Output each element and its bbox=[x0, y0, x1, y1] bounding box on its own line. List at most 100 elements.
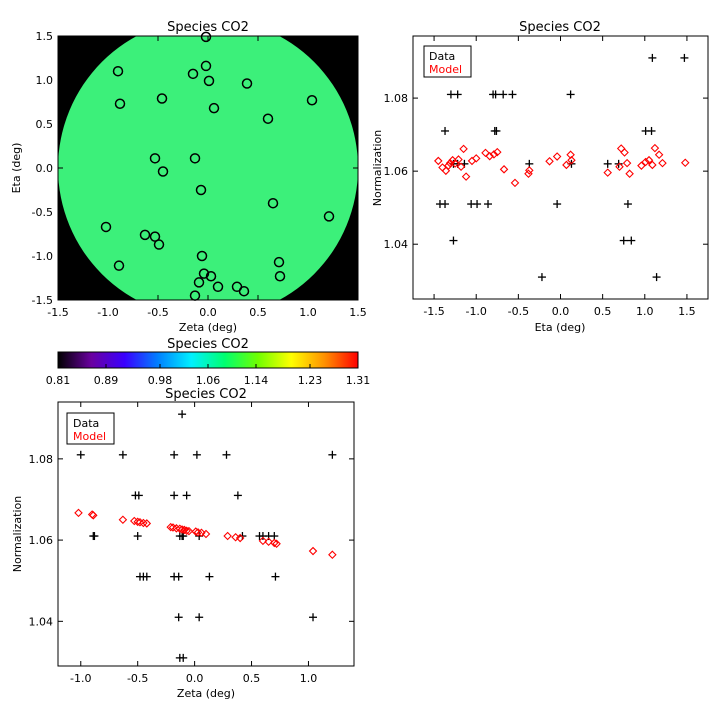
data-point bbox=[170, 491, 179, 500]
x-tick-label: -0.5 bbox=[127, 672, 148, 685]
data-point bbox=[174, 613, 183, 622]
x-tick-label: -1.5 bbox=[47, 306, 68, 319]
model-point bbox=[459, 144, 468, 154]
eta-legend-data: Data bbox=[429, 50, 455, 63]
map-x-axis: -1.5 -1.0 -0.5 0.0 0.5 1.0 1.5 bbox=[47, 36, 367, 319]
zeta-points bbox=[74, 410, 337, 662]
data-point bbox=[453, 90, 462, 99]
map-point bbox=[274, 270, 286, 282]
model-point bbox=[562, 160, 571, 170]
x-tick-label: 1.0 bbox=[299, 306, 317, 319]
eta-legend-model: Model bbox=[429, 63, 462, 76]
model-point bbox=[680, 158, 690, 168]
map-point bbox=[149, 231, 161, 242]
map-point bbox=[187, 68, 199, 80]
model-point bbox=[567, 155, 576, 165]
colorbar-tick-label: 1.23 bbox=[298, 374, 323, 387]
zeta-panel: Species CO2 -1.0 -0.5 0.0 0.5 1.0 1.041.061.… bbox=[11, 387, 355, 700]
model-point bbox=[223, 531, 232, 541]
map-point bbox=[149, 153, 161, 164]
data-point bbox=[178, 410, 187, 419]
data-point bbox=[205, 572, 214, 581]
colorbar-tick-label: 1.06 bbox=[196, 374, 221, 387]
zeta-x-label: Zeta (deg) bbox=[177, 687, 235, 700]
model-point bbox=[615, 162, 624, 172]
model-point bbox=[235, 533, 245, 543]
model-point bbox=[637, 161, 646, 170]
model-point bbox=[139, 518, 148, 528]
model-point bbox=[658, 158, 667, 168]
colorbar-tick-label: 1.14 bbox=[244, 374, 269, 387]
model-point bbox=[172, 524, 181, 533]
data-point bbox=[179, 532, 188, 541]
y-tick-label: 1.08 bbox=[384, 92, 409, 105]
map-point bbox=[189, 153, 201, 164]
y-tick-label: 1.0 bbox=[36, 74, 54, 87]
model-point bbox=[456, 162, 466, 172]
map-panel: Species CO2 -1.5 -1.0 -0.5 0.0 0.5 1.0 1.5 -1.… bbox=[10, 20, 367, 334]
model-point bbox=[485, 151, 494, 161]
x-tick-label: -1.0 bbox=[97, 306, 118, 319]
data-point bbox=[134, 491, 143, 500]
zeta-y-label: Normalization bbox=[11, 496, 24, 572]
map-point bbox=[212, 281, 224, 293]
model-point bbox=[175, 524, 185, 533]
x-tick-label: -1.0 bbox=[465, 305, 486, 318]
model-point bbox=[308, 546, 318, 556]
x-tick-label: 1.5 bbox=[349, 306, 367, 319]
model-point bbox=[603, 168, 612, 177]
data-point bbox=[492, 126, 501, 135]
model-point bbox=[545, 157, 554, 166]
data-point bbox=[603, 159, 612, 168]
data-point bbox=[508, 90, 517, 99]
map-point bbox=[262, 113, 274, 124]
data-point bbox=[484, 200, 493, 209]
data-point bbox=[619, 236, 628, 245]
eta-x-axis: -1.5 -1.0 -0.5 0.0 0.5 1.0 1.5 bbox=[423, 36, 696, 318]
model-point bbox=[197, 528, 206, 538]
data-point bbox=[309, 613, 318, 622]
map-point bbox=[205, 270, 217, 282]
y-tick-label: 1.08 bbox=[29, 453, 54, 466]
data-point bbox=[174, 572, 183, 581]
data-point bbox=[233, 491, 242, 500]
x-tick-label: 1.0 bbox=[636, 305, 654, 318]
data-point bbox=[537, 273, 546, 282]
zeta-legend-box bbox=[66, 412, 115, 445]
map-point bbox=[238, 285, 250, 297]
map-point bbox=[196, 250, 208, 262]
model-point bbox=[184, 526, 194, 536]
model-point bbox=[620, 148, 629, 157]
y-tick-label: 0.0 bbox=[36, 162, 54, 175]
map-point bbox=[195, 184, 207, 196]
map-point bbox=[208, 102, 220, 114]
map-points bbox=[100, 31, 335, 301]
model-point bbox=[644, 155, 654, 165]
model-point bbox=[201, 529, 211, 539]
colorbar-tick-label: 1.31 bbox=[346, 374, 371, 387]
model-point bbox=[454, 155, 463, 164]
zeta-title: Species CO2 bbox=[165, 387, 247, 402]
data-point bbox=[491, 90, 500, 99]
model-point bbox=[622, 158, 632, 168]
model-point bbox=[510, 178, 520, 188]
data-point bbox=[473, 200, 482, 209]
map-disk bbox=[58, 36, 358, 300]
colorbar-tick-label: 0.98 bbox=[148, 374, 173, 387]
map-point bbox=[200, 31, 212, 43]
data-point bbox=[449, 236, 458, 245]
data-point bbox=[648, 53, 657, 62]
data-point bbox=[652, 273, 661, 282]
model-point bbox=[270, 538, 279, 548]
data-point bbox=[133, 532, 142, 541]
model-point bbox=[177, 525, 187, 534]
map-point bbox=[203, 75, 215, 87]
model-point bbox=[193, 528, 203, 537]
map-point bbox=[153, 239, 165, 250]
map-point bbox=[306, 94, 318, 106]
zeta-legend-data: Data bbox=[73, 417, 99, 430]
map-title: Species CO2 bbox=[167, 20, 249, 35]
data-point bbox=[441, 200, 450, 209]
y-tick-label: 1.06 bbox=[384, 165, 409, 178]
